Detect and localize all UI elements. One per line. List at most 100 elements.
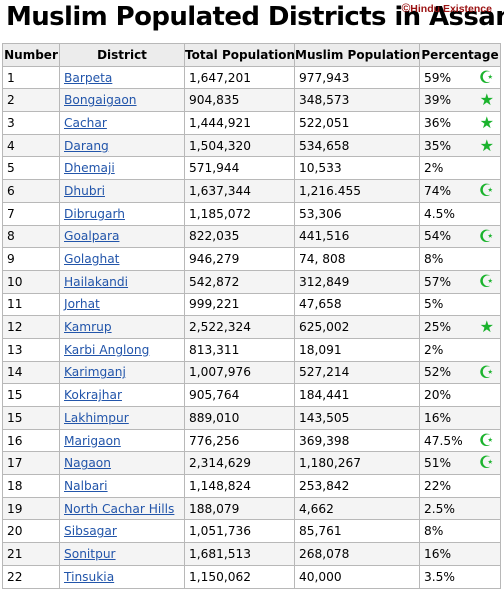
page-title: Muslim Populated Districts in Assam xyxy=(6,2,504,32)
district-link[interactable]: North Cachar Hills xyxy=(59,496,185,521)
row-number: 9 xyxy=(2,247,60,271)
district-link-text[interactable]: Kokrajhar xyxy=(64,388,122,403)
muslim-population-text: 47,658 xyxy=(299,297,342,312)
percentage-text: 59% xyxy=(424,70,452,85)
district-link[interactable]: Sibsagar xyxy=(59,519,185,544)
district-link[interactable]: Nagaon xyxy=(59,451,185,476)
district-link-text[interactable]: Dhemaji xyxy=(64,161,115,176)
table-row: 17 Nagaon 2,314,629 1,180,267 51% ☪ xyxy=(2,451,501,476)
district-link[interactable]: Goalpara xyxy=(59,224,185,249)
district-link-text[interactable]: Darang xyxy=(64,138,109,153)
district-link-text[interactable]: Bongaigaon xyxy=(64,93,137,108)
district-link[interactable]: Dibrugarh xyxy=(59,201,185,226)
row-number: 6 xyxy=(2,179,60,203)
total-population-text: 1,681,513 xyxy=(189,546,252,561)
district-link[interactable]: Marigaon xyxy=(59,428,185,453)
district-link-text[interactable]: Nagaon xyxy=(64,456,111,471)
district-link-text[interactable]: Kamrup xyxy=(64,320,112,335)
district-link-text[interactable]: Hailakandi xyxy=(64,274,129,289)
percentage-text: 2% xyxy=(424,342,444,357)
district-link[interactable]: Karimganj xyxy=(59,360,185,385)
district-link[interactable]: Bongaigaon xyxy=(59,88,185,113)
district-link-text[interactable]: Tinsukia xyxy=(64,569,115,584)
percentage: 16% xyxy=(419,542,501,566)
district-link[interactable]: Barpeta xyxy=(59,65,185,90)
district-link-text[interactable]: Karbi Anglong xyxy=(64,342,150,357)
muslim-population: 10,533 xyxy=(294,156,420,181)
table-row: 2 Bongaigaon 904,835 348,573 39% ★ xyxy=(2,88,501,113)
row-number: 18 xyxy=(2,474,60,498)
table-row: 15 Kokrajhar 905,764 184,441 20% xyxy=(2,383,501,407)
district-link-text[interactable]: Lakhimpur xyxy=(64,410,129,425)
table-row: 1 Barpeta 1,647,201 977,943 59% ☪ xyxy=(2,65,501,90)
row-number: 22 xyxy=(2,564,60,589)
row-number-text: 19 xyxy=(7,501,23,516)
percentage: 22% xyxy=(419,474,501,498)
district-link[interactable]: Kamrup xyxy=(59,315,185,339)
district-link[interactable]: Cachar xyxy=(59,111,185,135)
district-link-text[interactable]: Nalbari xyxy=(64,478,108,493)
district-link-text[interactable]: Jorhat xyxy=(64,297,100,312)
district-link-text[interactable]: Karimganj xyxy=(64,365,126,380)
district-link-text[interactable]: Marigaon xyxy=(64,433,121,448)
district-link[interactable]: Dhubri xyxy=(59,179,185,203)
muslim-population-text: 74, 808 xyxy=(299,252,346,267)
muslim-population-text: 268,078 xyxy=(299,546,350,561)
total-population-text: 905,764 xyxy=(189,388,240,403)
muslim-population: 40,000 xyxy=(294,564,420,589)
district-link[interactable]: Tinsukia xyxy=(59,564,185,589)
row-number: 2 xyxy=(2,88,60,113)
district-link-text[interactable]: Sibsagar xyxy=(64,524,117,539)
percentage-text: 22% xyxy=(424,478,452,493)
muslim-population-text: 53,306 xyxy=(299,206,342,221)
muslim-population-text: 312,849 xyxy=(299,274,350,289)
muslim-population-text: 85,761 xyxy=(299,524,342,539)
row-number: 15 xyxy=(2,406,60,430)
total-population: 1,444,921 xyxy=(184,111,295,135)
total-population: 1,185,072 xyxy=(184,201,295,226)
percentage-text: 52% xyxy=(424,365,452,380)
district-link-text[interactable]: North Cachar Hills xyxy=(64,501,175,516)
district-link[interactable]: Nalbari xyxy=(59,474,185,498)
district-link[interactable]: Sonitpur xyxy=(59,542,185,566)
district-link[interactable]: Karbi Anglong xyxy=(59,337,185,362)
table-row: 15 Lakhimpur 889,010 143,505 16% xyxy=(2,406,501,430)
muslim-population-text: 625,002 xyxy=(299,320,350,335)
row-number: 7 xyxy=(2,201,60,226)
row-number: 3 xyxy=(2,111,60,135)
district-link[interactable]: Dhemaji xyxy=(59,156,185,181)
district-link[interactable]: Hailakandi xyxy=(59,269,185,294)
star-icon: ★ xyxy=(479,317,494,337)
percentage-text: 20% xyxy=(424,388,452,403)
district-link[interactable]: Darang xyxy=(59,133,185,158)
total-population-text: 813,311 xyxy=(189,342,240,357)
percentage: 36% ★ xyxy=(419,111,501,135)
district-link-text[interactable]: Barpeta xyxy=(64,70,113,85)
district-link-text[interactable]: Sonitpur xyxy=(64,546,116,561)
district-link-text[interactable]: Dhubri xyxy=(64,183,105,198)
district-link-text[interactable]: Goalpara xyxy=(64,229,120,244)
total-population: 1,504,320 xyxy=(184,133,295,158)
total-population-text: 1,637,344 xyxy=(189,183,252,198)
district-link[interactable]: Jorhat xyxy=(59,292,185,317)
district-link[interactable]: Golaghat xyxy=(59,247,185,271)
district-link-text[interactable]: Dibrugarh xyxy=(64,206,125,221)
row-number: 8 xyxy=(2,224,60,249)
muslim-population-text: 348,573 xyxy=(299,93,350,108)
district-link-text[interactable]: Cachar xyxy=(64,115,107,130)
district-link[interactable]: Lakhimpur xyxy=(59,406,185,430)
table-row: 4 Darang 1,504,320 534,658 35% ★ xyxy=(2,133,501,158)
table-row: 9 Golaghat 946,279 74, 808 8% xyxy=(2,247,501,271)
percentage: 54% ☪ xyxy=(419,224,501,249)
percentage: 3.5% xyxy=(419,564,501,589)
total-population-text: 889,010 xyxy=(189,410,240,425)
percentage-text: 35% xyxy=(424,138,452,153)
district-link[interactable]: Kokrajhar xyxy=(59,383,185,407)
muslim-population-text: 1,216.455 xyxy=(299,183,362,198)
crescent-icon: ☪ xyxy=(478,271,494,292)
total-population-text: 1,150,062 xyxy=(189,569,252,584)
percentage: 51% ☪ xyxy=(419,451,501,476)
percentage: 2% xyxy=(419,337,501,362)
muslim-population-text: 1,180,267 xyxy=(299,456,362,471)
district-link-text[interactable]: Golaghat xyxy=(64,252,120,267)
